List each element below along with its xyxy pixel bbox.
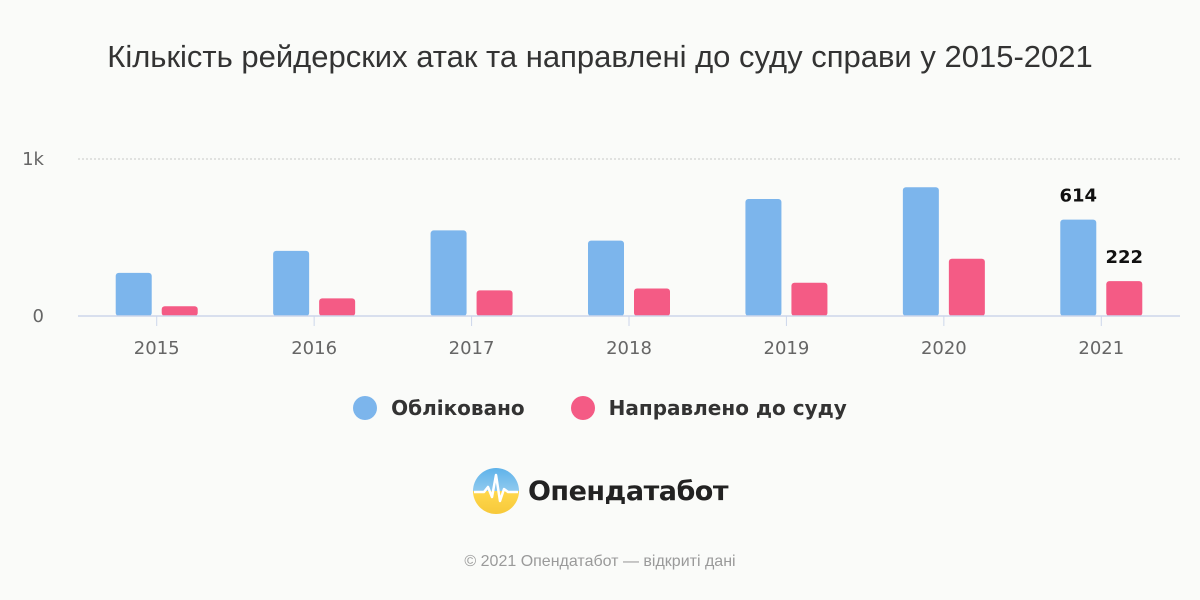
data-label: 614 <box>1059 186 1097 207</box>
legend-label-registered: Обліковано <box>391 396 525 420</box>
legend-swatch-registered <box>353 396 378 420</box>
bar-registered-2018 <box>588 240 624 316</box>
legend-item-court[interactable]: Направлено до суду <box>570 396 847 420</box>
bar-registered-2015 <box>115 272 152 316</box>
bar-court-2016 <box>319 298 356 316</box>
brand-name: Опендатабот <box>527 475 729 507</box>
x-tick-label: 2020 <box>921 338 967 359</box>
bar-court-2020 <box>948 258 985 316</box>
legend-label-court: Направлено до суду <box>608 396 847 420</box>
x-tick-label: 2019 <box>764 338 810 359</box>
brand-logo: Опендатабот <box>0 467 1200 515</box>
legend-item-registered[interactable]: Обліковано <box>353 396 525 420</box>
bar-court-2017 <box>476 290 513 316</box>
opendatabot-logo-icon <box>472 468 519 514</box>
bar-court-2015 <box>161 306 198 316</box>
chart-title: Кількість рейдерских атак та направлені … <box>107 39 1093 74</box>
bar-registered-2017 <box>430 230 467 316</box>
bar-court-2019 <box>791 282 828 316</box>
bar-registered-2020 <box>902 187 939 316</box>
y-tick-label: 1k <box>22 149 44 170</box>
bar-court-2018 <box>634 288 670 316</box>
x-tick-label: 2016 <box>291 338 337 359</box>
bar-registered-2016 <box>273 250 310 316</box>
legend: Обліковано Направлено до суду <box>0 396 1200 420</box>
x-tick-label: 2017 <box>449 338 495 359</box>
x-tick-label: 2015 <box>134 338 180 359</box>
data-label: 222 <box>1105 247 1143 268</box>
bar-registered-2019 <box>745 199 782 316</box>
x-tick-label: 2021 <box>1078 338 1124 359</box>
bar-chart: 0 1k 2015 2016 2017 2018 2019 2020 2021 614 222 <box>22 149 1180 359</box>
footer-credit: © 2021 Опендатабот — відкриті дані <box>464 553 736 570</box>
x-tick-label: 2018 <box>606 338 652 359</box>
y-tick-label: 0 <box>33 306 44 327</box>
bar-court-2021 <box>1106 281 1143 316</box>
legend-swatch-court <box>570 396 595 420</box>
bar-registered-2021 <box>1060 219 1097 316</box>
